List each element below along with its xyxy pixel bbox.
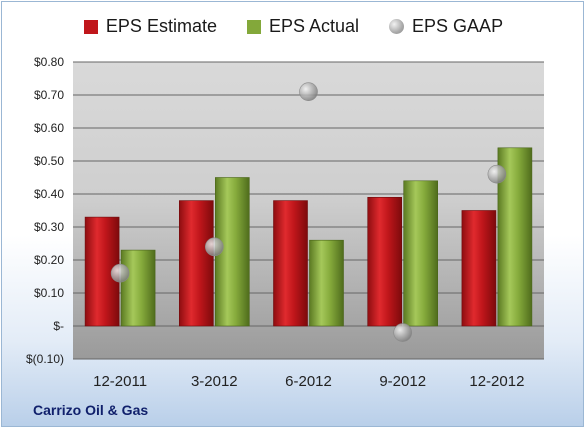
company-name: Carrizo Oil & Gas (33, 402, 149, 418)
point-eps-gaap (299, 82, 318, 101)
legend-label-eps-actual: EPS Actual (268, 16, 360, 36)
bar-eps-estimate (461, 210, 497, 327)
y-tick-label: $0.80 (34, 55, 64, 69)
legend-item-eps-estimate: EPS Estimate (83, 16, 217, 37)
legend-label-eps-gaap: EPS GAAP (412, 16, 504, 36)
gaap-points (110, 82, 507, 342)
point-eps-gaap (487, 164, 507, 184)
bar-eps-estimate (367, 197, 403, 327)
x-tick-label: 12-2012 (469, 373, 524, 390)
y-tick-label: $0.50 (34, 154, 64, 168)
bar-eps-estimate (273, 200, 308, 327)
y-tick-label: $0.10 (34, 286, 64, 300)
y-axis-tick-labels: $(0.10) $- $0.10 $0.20 $0.30 $0.40 $0.50 $0.60 $… (26, 55, 64, 366)
point-eps-gaap (110, 263, 130, 283)
y-tick-label: $0.40 (34, 187, 64, 201)
x-tick-label: 6-2012 (285, 373, 332, 390)
legend-swatch-eps-gaap (389, 19, 405, 34)
point-eps-gaap (205, 237, 224, 257)
chart-legend: EPS Estimate EPS Actual EPS GAAP (0, 16, 587, 37)
legend-label-eps-estimate: EPS Estimate (105, 16, 217, 36)
bar-eps-actual (120, 249, 156, 327)
y-tick-label: $- (53, 319, 64, 333)
y-tick-label: $(0.10) (26, 352, 64, 366)
point-eps-gaap (393, 323, 413, 342)
bar-eps-estimate (179, 200, 214, 327)
legend-item-eps-gaap: EPS GAAP (389, 16, 503, 37)
legend-swatch-eps-estimate (83, 19, 98, 34)
y-tick-label: $0.20 (34, 253, 64, 267)
x-tick-label: 3-2012 (191, 373, 238, 390)
y-tick-label: $0.70 (34, 88, 64, 102)
y-tick-label: $0.30 (34, 220, 64, 234)
x-tick-label: 9-2012 (379, 373, 426, 390)
bar-eps-actual (403, 180, 439, 327)
x-axis-tick-labels: 12-2011 3-2012 6-2012 9-2012 12-2012 (93, 373, 524, 390)
y-tick-label: $0.60 (34, 121, 64, 135)
bar-eps-actual (309, 239, 344, 327)
legend-swatch-eps-actual (246, 19, 261, 34)
x-tick-label: 12-2011 (93, 373, 147, 390)
legend-item-eps-actual: EPS Actual (246, 16, 360, 37)
